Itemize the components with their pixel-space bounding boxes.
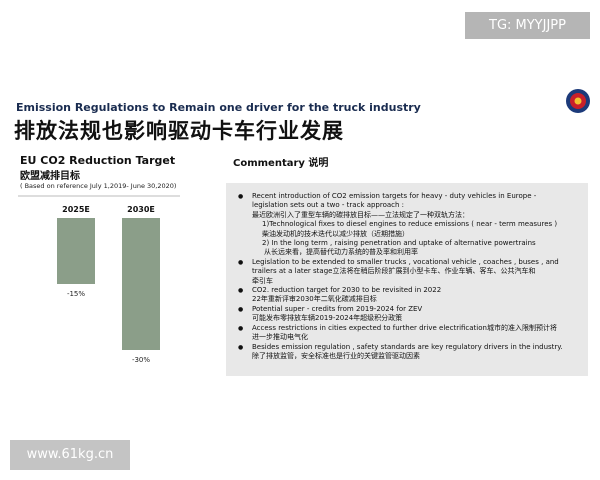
line: legislation sets out a two - track appro… (252, 201, 405, 210)
line: Potential super - credits from 2019-2024… (252, 304, 423, 313)
line: 从长远来看，提高替代动力系统的普及率和利用率 (264, 248, 418, 257)
watermark: www.61kg.cn (10, 440, 130, 470)
line: Recent introduction of CO2 emission targ… (252, 192, 537, 200)
logo (566, 89, 590, 113)
chart-subtitle: 欧盟减排目标 (20, 171, 80, 182)
bullet: CO2. reduction target for 2030 to be rev… (238, 286, 563, 305)
line: Besides emission regulation , safety sta… (252, 342, 563, 351)
line: 22年重新评审2030年二氧化碳减排目标 (252, 295, 377, 304)
line: 除了排放监管，安全标准也是行业的关键监管驱动因素 (252, 351, 420, 360)
title-zh: 排放法规也影响驱动卡车行业发展 (14, 119, 344, 143)
line: 进一步推动电气化 (252, 333, 308, 342)
bullet: Recent introduction of CO2 emission targ… (238, 192, 563, 258)
line: Access restrictions in cities expected t… (252, 323, 557, 332)
commentary: Recent introduction of CO2 emission targ… (238, 192, 563, 361)
value-label: -30% (132, 356, 150, 364)
line: 柴油发动机的技术迭代以减少排放（近期措施） (262, 229, 409, 238)
category-label: 2030E (127, 205, 155, 214)
chart: 2025E -15% 2030E -30% (18, 195, 180, 364)
line: CO2. reduction target for 2030 to be rev… (252, 286, 442, 295)
line: 1)Technological fixes to diesel engines … (262, 220, 558, 229)
line: 牵引车 (252, 276, 273, 285)
title-en: Emission Regulations to Remain one drive… (16, 101, 421, 114)
bullet: Access restrictions in cities expected t… (238, 324, 563, 343)
bar (122, 218, 160, 350)
bullet: Legislation to be extended to smaller tr… (238, 258, 563, 286)
line: 最近欧洲引入了重型车辆的碳排放目标——立法规定了一种双轨方法： (252, 210, 469, 219)
line: Legislation to be extended to smaller tr… (252, 257, 559, 266)
chart-note: ( Based on reference July 1,2019- June 3… (20, 182, 177, 190)
bullet: Besides emission regulation , safety sta… (238, 343, 563, 362)
value-label: -15% (67, 290, 85, 298)
category-label: 2025E (62, 205, 90, 214)
watermark: TG: MYYJJPP (465, 12, 590, 39)
line: trailers at a later stage立法将在稍后阶段扩展到小型卡车… (252, 267, 536, 276)
line: 可能发布零排放车辆2019-2024年超级积分政策 (252, 314, 403, 323)
commentary-title: Commentary 说明 (233, 158, 329, 169)
bullet: Potential super - credits from 2019-2024… (238, 305, 563, 324)
line: 2) In the long term , raising penetratio… (262, 239, 536, 248)
bar (57, 218, 95, 284)
chart-title: EU CO2 Reduction Target (20, 154, 176, 167)
